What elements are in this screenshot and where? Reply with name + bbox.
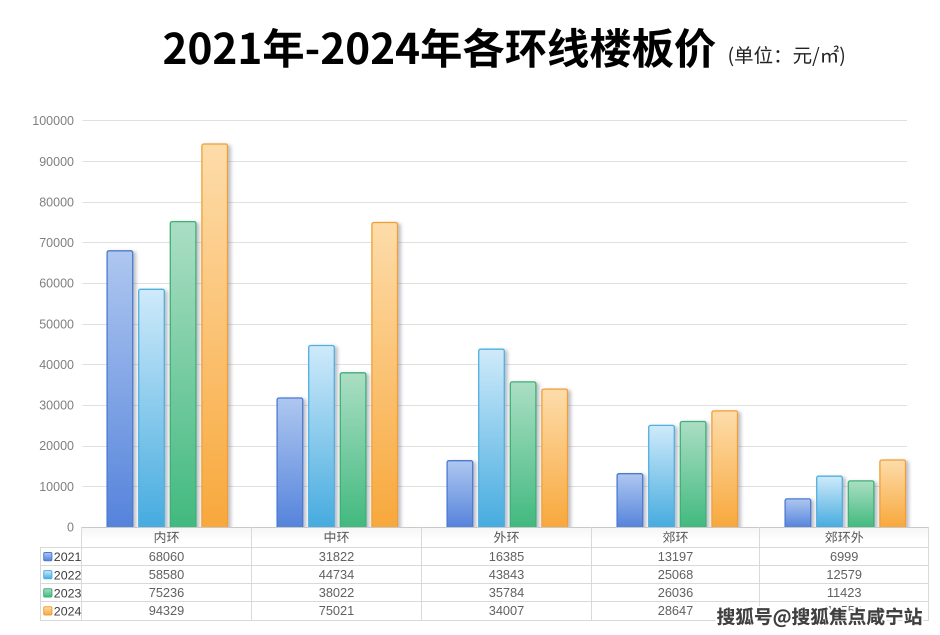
svg-text:94329: 94329 [149,603,185,618]
svg-text:75236: 75236 [149,585,185,600]
svg-text:2023: 2023 [54,587,82,601]
svg-text:12579: 12579 [826,567,862,582]
svg-text:100000: 100000 [32,114,74,128]
svg-text:11423: 11423 [827,585,862,600]
svg-text:35784: 35784 [489,585,525,600]
svg-text:80000: 80000 [39,196,74,210]
svg-text:75021: 75021 [319,603,355,618]
svg-text:70000: 70000 [39,236,74,250]
svg-text:2021: 2021 [54,550,82,564]
svg-text:2024: 2024 [54,605,82,619]
svg-text:44734: 44734 [319,567,355,582]
svg-text:0: 0 [67,521,74,535]
svg-text:43843: 43843 [489,567,525,582]
svg-text:28647: 28647 [658,603,694,618]
svg-text:10000: 10000 [39,480,74,494]
svg-text:26036: 26036 [658,585,694,600]
svg-text:60000: 60000 [39,277,74,291]
svg-text:16385: 16385 [489,549,525,564]
svg-text:90000: 90000 [39,155,74,169]
svg-text:25068: 25068 [658,567,694,582]
svg-text:34007: 34007 [489,603,525,618]
svg-text:13197: 13197 [658,549,694,564]
svg-text:50000: 50000 [39,317,74,331]
svg-text:40000: 40000 [39,358,74,372]
svg-text:31822: 31822 [319,549,355,564]
svg-text:30000: 30000 [39,399,74,413]
svg-text:38022: 38022 [319,585,355,600]
svg-text:68060: 68060 [149,549,185,564]
svg-text:2022: 2022 [54,568,82,582]
svg-text:6999: 6999 [830,549,858,564]
svg-text:20000: 20000 [39,439,74,453]
svg-text:58580: 58580 [149,567,185,582]
